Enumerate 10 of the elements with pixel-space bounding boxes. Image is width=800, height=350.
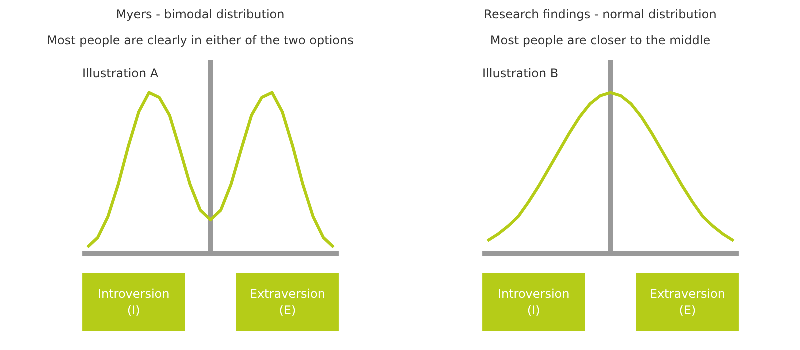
text: Illustration B	[482, 66, 559, 80]
text: Extraversion (E)	[650, 286, 726, 318]
text: Introversion (I)	[498, 286, 570, 318]
chart-title: Myers - bimodal distribution	[116, 8, 285, 22]
chart-subtitle: Most people are clearly in either of the two options	[47, 34, 354, 48]
text: Introversion (I)	[98, 286, 170, 318]
text: Illustration A	[82, 66, 160, 80]
chart-subtitle: Most people are closer to the middle	[490, 34, 711, 48]
text: Extraversion (E)	[250, 286, 326, 318]
chart-title: Research findings - normal distribution	[484, 8, 717, 22]
